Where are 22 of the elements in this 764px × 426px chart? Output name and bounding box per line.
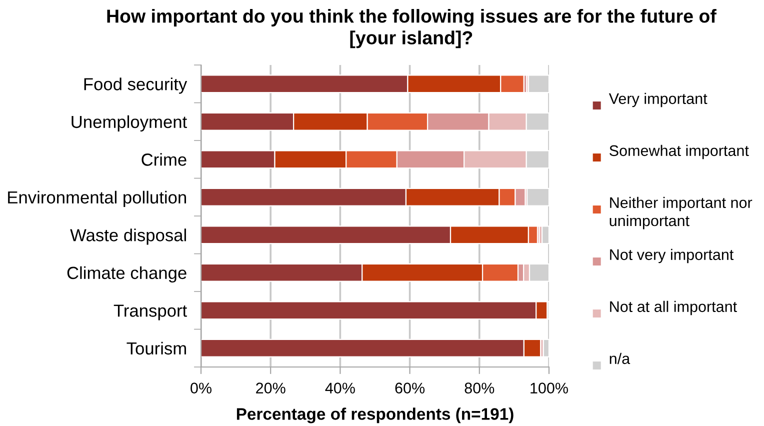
- y-tick-label: Food security: [84, 78, 188, 94]
- chart-title: How important do you think the following issues are for the future of [your island]?: [107, 9, 716, 48]
- legend-label: Not at all important: [610, 300, 737, 316]
- legend-label: Not very important: [610, 248, 734, 264]
- y-tick-label: Transport: [114, 304, 187, 320]
- x-tick-label: 40%: [325, 382, 355, 394]
- legend-label: Somewhat important: [610, 144, 749, 160]
- x-tick-label: 20%: [256, 382, 286, 394]
- y-tick-label: Environmental pollution: [8, 190, 186, 208]
- legend-label: Neither important nor unimportant: [610, 196, 752, 230]
- x-tick-label: 0%: [190, 382, 212, 394]
- x-tick-label: 80%: [464, 382, 494, 394]
- x-tick-label: 100%: [530, 382, 568, 394]
- y-tick-label: Tourism: [126, 342, 186, 355]
- y-tick-label: Crime: [142, 153, 186, 166]
- y-tick-label: Climate change: [67, 266, 186, 283]
- x-axis-title: Percentage of respondents (n=191): [236, 408, 514, 424]
- legend-label: n/a: [610, 352, 630, 364]
- y-tick-label: Unemployment: [72, 115, 187, 132]
- legend-label: Very important: [608, 92, 708, 108]
- y-tick-label: Waste disposal: [70, 228, 186, 245]
- x-tick-label: 60%: [395, 382, 425, 394]
